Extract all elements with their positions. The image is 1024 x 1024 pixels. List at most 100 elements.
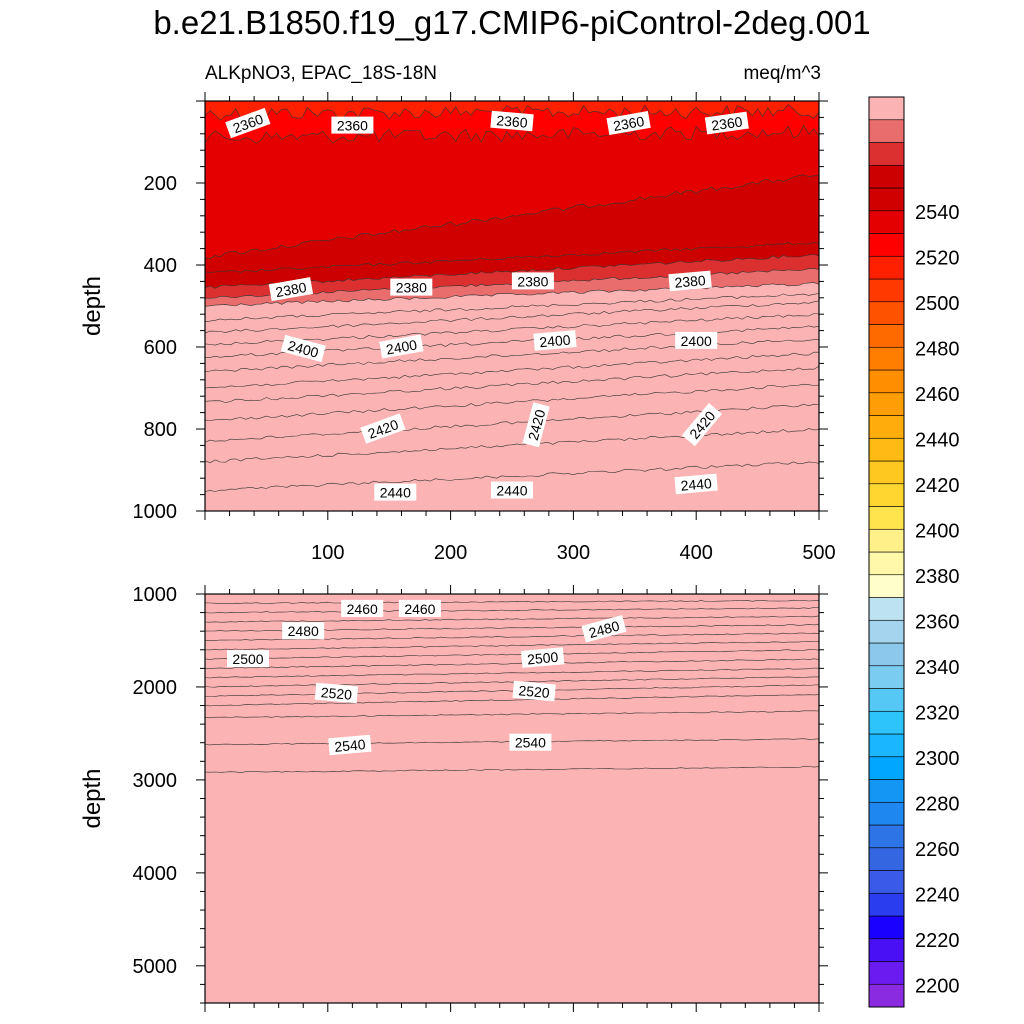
colorbar-swatch [868, 915, 905, 940]
contour-line [205, 684, 819, 697]
contour-band [205, 384, 819, 443]
colorbar-tick-label: 2440 [915, 429, 960, 451]
colorbar-tick-label: 2500 [915, 293, 960, 315]
colorbar-swatch [868, 597, 905, 621]
contour-band [205, 174, 819, 273]
colorbar-swatch [868, 938, 905, 962]
contour-band [205, 676, 819, 697]
colorbar-swatch [868, 187, 905, 212]
contour-line [205, 658, 819, 669]
x-tick-label: 200 [434, 542, 467, 564]
y-tick-label: 200 [144, 173, 177, 195]
colorbar-tick-label: 2220 [915, 930, 960, 952]
colorbar-swatch [868, 96, 905, 121]
contour-band [205, 325, 819, 372]
contour-label: 2360 [606, 110, 651, 136]
units-label: meq/m^3 [743, 63, 821, 84]
colorbar-tick-label: 2260 [915, 839, 960, 861]
colorbar-swatch [868, 619, 905, 644]
contour-label-text: 2360 [710, 113, 743, 133]
plot-frame [204, 100, 820, 512]
contour-line [205, 615, 819, 623]
contour-line [205, 351, 819, 389]
y-tick-label: 1000 [133, 501, 178, 523]
colorbar-swatch [868, 528, 905, 553]
contour-label-text: 2480 [288, 623, 319, 639]
contour-label: 2380 [390, 278, 433, 296]
contour-label: 2360 [490, 110, 534, 132]
contour-line [205, 366, 819, 403]
contour-label: 2400 [533, 330, 577, 351]
colorbar-swatch [868, 688, 905, 712]
colorbar-swatch [868, 983, 905, 1008]
colorbar-tick-label: 2400 [915, 520, 960, 542]
colorbar-tick-label: 2460 [915, 384, 960, 406]
contour-line [205, 124, 819, 144]
contour-band [205, 125, 819, 259]
contour-label-text: 2380 [517, 273, 548, 289]
colorbar-swatch [868, 255, 905, 280]
contour-line [205, 242, 819, 273]
y-tick-label: 2000 [133, 677, 178, 699]
contour-label-text: 2480 [587, 617, 621, 641]
colorbar-tick-label: 2240 [915, 884, 960, 906]
chart-title: b.e21.B1850.f19_g17.CMIP6-piControl-2deg… [153, 4, 871, 41]
colorbar-tick-label: 2300 [915, 748, 960, 770]
colorbar-tick-label: 2360 [915, 611, 960, 633]
variable-region-label: ALKpNO3, EPAC_18S-18N [205, 63, 437, 84]
contour-line [205, 667, 819, 679]
colorbar-swatch [868, 369, 905, 394]
contour-label-text: 2460 [347, 601, 378, 617]
colorbar-swatch [868, 756, 905, 780]
colorbar-swatch [868, 847, 905, 871]
contour-line [205, 428, 819, 464]
y-tick-label: 600 [144, 337, 177, 359]
contour-band [205, 649, 819, 669]
colorbar-swatch [868, 574, 905, 598]
contour-label-text: 2440 [496, 483, 527, 499]
contour-label-text: 2500 [526, 649, 559, 668]
colorbar-tick-label: 2200 [915, 975, 960, 997]
colorbar-tick-label: 2480 [915, 338, 960, 360]
contour-label: 2440 [674, 473, 718, 495]
contour-label: 2420 [522, 402, 550, 448]
contour-label: 2540 [328, 734, 372, 756]
contour-label: 2480 [282, 622, 325, 640]
colorbar-swatch [868, 346, 905, 371]
contour-line [205, 293, 819, 322]
contour-label: 2460 [398, 599, 441, 617]
contour-label: 2400 [379, 334, 424, 359]
contour-label: 2380 [268, 277, 314, 302]
colorbar-swatch [868, 301, 905, 325]
x-tick-label: 300 [557, 542, 590, 564]
contour-label: 2380 [668, 270, 712, 292]
contour-label: 2380 [511, 272, 554, 290]
contour-line [205, 174, 819, 259]
colorbar-swatch [868, 961, 905, 985]
y-tick-label: 4000 [133, 863, 178, 885]
contour-line [205, 710, 819, 719]
contour-line [205, 766, 819, 774]
colorbar-tick-label: 2280 [915, 793, 960, 815]
contour-label: 2440 [491, 481, 533, 499]
colorbar-tick-label: 2320 [915, 702, 960, 724]
x-tick-label: 400 [680, 542, 713, 564]
colorbar-tick-label: 2540 [915, 202, 960, 224]
contour-label: 2460 [341, 599, 384, 617]
contour-line [205, 300, 819, 334]
colorbar-swatch [868, 164, 905, 189]
contour-band [205, 607, 819, 623]
contour-label-text: 2420 [525, 408, 549, 442]
contour-label-text: 2360 [496, 112, 529, 131]
contour-label: 2540 [509, 733, 552, 751]
colorbar-swatch [868, 710, 905, 735]
colorbar-swatch [868, 437, 905, 462]
contour-line [205, 313, 819, 346]
contour-line [205, 607, 819, 614]
contour-label-text: 2400 [385, 336, 419, 357]
contour-band [205, 339, 819, 389]
contour-label: 2440 [374, 483, 417, 501]
colorbar-swatch [868, 642, 905, 667]
